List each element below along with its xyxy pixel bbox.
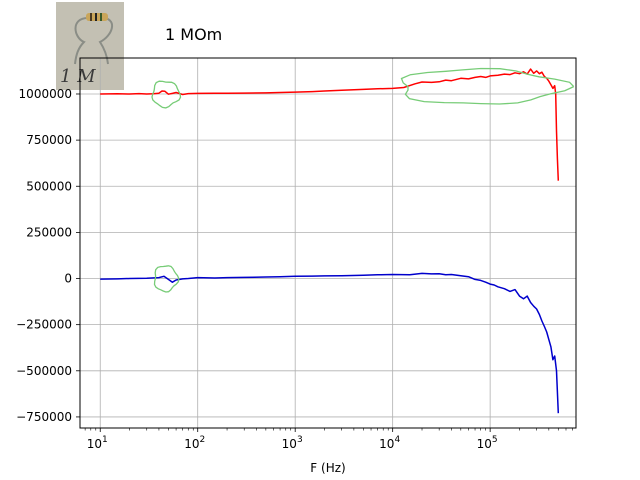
series-group xyxy=(100,68,560,414)
chart-title: 1 MOm xyxy=(165,25,222,44)
y-tick-label: 0 xyxy=(64,272,72,286)
plot-frame xyxy=(79,57,577,429)
x-axis-label: F (Hz) xyxy=(310,461,345,475)
resistor-lead-right xyxy=(98,17,114,65)
annotation-group xyxy=(151,67,575,293)
highlight-loop-1 xyxy=(151,80,182,109)
y-tick-label: 1000000 xyxy=(19,87,72,101)
x-tick-label: 104 xyxy=(379,435,400,451)
y-tick-label: −250000 xyxy=(16,318,72,332)
resistor-lead-left xyxy=(74,17,89,65)
x-tick-label: 101 xyxy=(87,435,108,451)
inset-resistor-photo: 1 M xyxy=(56,2,124,90)
y-tick-label: 750000 xyxy=(26,133,72,147)
inset-photo-handwriting: 1 M xyxy=(60,66,96,87)
series-line-1 xyxy=(100,68,560,181)
x-tick-label: 102 xyxy=(184,435,205,451)
highlight-loop-2 xyxy=(153,265,180,293)
grid xyxy=(80,58,576,428)
series-line-2 xyxy=(100,272,560,414)
y-tick-label: 250000 xyxy=(26,225,72,239)
x-tick-label: 103 xyxy=(282,435,303,451)
highlight-loop-3 xyxy=(400,67,575,105)
y-tick-label: −750000 xyxy=(16,410,72,424)
y-tick-label: 500000 xyxy=(26,179,72,193)
x-tick-label: 105 xyxy=(477,435,498,451)
y-tick-label: −500000 xyxy=(16,364,72,378)
axis-ticks: 101 102 103 104 105 1000000 750000 500000 250000… xyxy=(16,87,573,451)
